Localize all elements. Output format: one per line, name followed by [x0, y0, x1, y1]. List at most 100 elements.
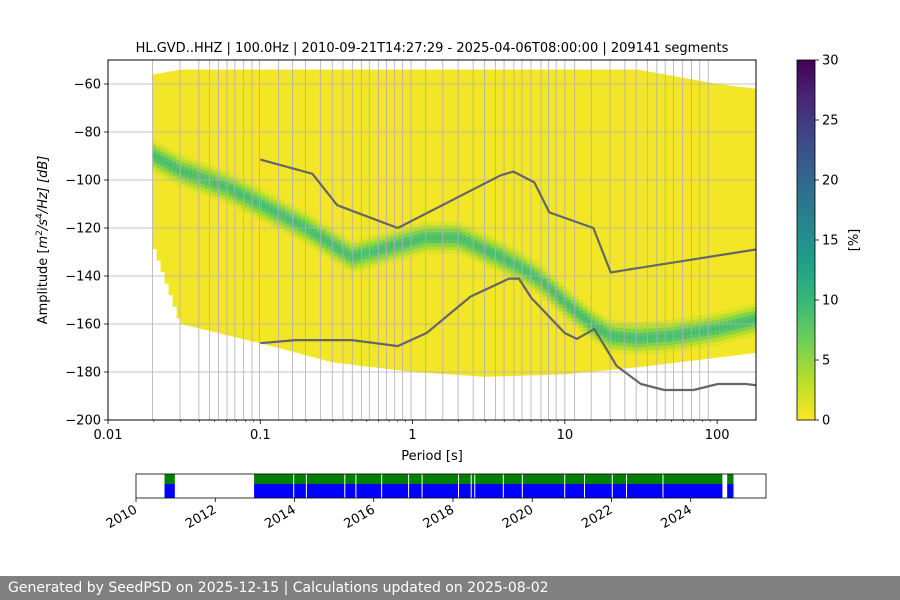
heatmap-cell [554, 282, 560, 287]
heatmap-column [582, 69, 588, 373]
heatmap-cell [438, 239, 443, 244]
heatmap-cell [273, 220, 278, 225]
heatmap-cell [321, 244, 327, 249]
heatmap-cell [228, 173, 234, 177]
heatmap-cell [615, 349, 620, 353]
heatmap-cell [168, 159, 174, 164]
heatmap-cell [683, 339, 689, 343]
heatmap-cell [261, 207, 266, 212]
heatmap-cell [401, 244, 407, 249]
heatmap-cell [446, 232, 451, 236]
heatmap-cell [611, 319, 616, 324]
heatmap-cell [599, 328, 604, 332]
heatmap-cell [265, 205, 270, 210]
heatmap-cell [426, 221, 431, 226]
heatmap-cell [522, 257, 528, 262]
heatmap-cell [683, 335, 689, 340]
heatmap-cell [430, 224, 435, 229]
heatmap-cell [619, 342, 624, 347]
heatmap-cell [570, 317, 576, 322]
heatmap-cell [655, 324, 661, 329]
heatmap-cell [723, 339, 729, 343]
heatmap-column [623, 69, 628, 369]
heatmap-cell [735, 314, 741, 319]
heatmap-column [522, 69, 528, 376]
heatmap-cell [659, 331, 665, 336]
heatmap-cell [434, 235, 439, 240]
heatmap-cell [655, 327, 661, 332]
heatmap-cell [321, 236, 327, 241]
heatmap-cell [534, 261, 540, 266]
heatmap-cell [639, 336, 644, 341]
heatmap-cell [607, 347, 612, 352]
colorbar [796, 59, 816, 421]
heatmap-cell [385, 259, 391, 264]
heatmap-cell [550, 282, 556, 287]
heatmap-cell [309, 229, 315, 234]
timeline-tick-label: 2010 [104, 502, 140, 532]
heatmap-cell [578, 299, 584, 303]
heatmap-column [309, 69, 315, 357]
heatmap-cell [550, 300, 556, 305]
heatmap-cell [570, 299, 576, 304]
colorbar-tick-label: 30 [822, 54, 839, 69]
heatmap-cell [550, 296, 556, 301]
heatmap-cell [422, 250, 427, 255]
heatmap-cell [442, 235, 447, 240]
heatmap-cell [405, 247, 411, 252]
heatmap-cell [188, 172, 194, 177]
heatmap-cell [397, 253, 403, 257]
heatmap-cell [703, 317, 709, 322]
heatmap-cell [635, 329, 640, 334]
heatmap-cell [635, 350, 640, 355]
heatmap-cell [438, 221, 443, 226]
heatmap-cell [389, 255, 395, 260]
heatmap-cell [377, 236, 383, 241]
heatmap-cell [232, 203, 238, 208]
heatmap-cell [502, 246, 508, 251]
heatmap-cell [329, 234, 335, 239]
heatmap-cell [333, 230, 339, 235]
heatmap-cell [293, 224, 298, 228]
heatmap-cell [711, 338, 717, 343]
heatmap-cell [337, 261, 343, 266]
heatmap-column [607, 69, 612, 371]
heatmap-cell [293, 220, 298, 225]
heatmap-cell [325, 250, 331, 255]
heatmap-cell [498, 244, 504, 249]
heatmap-cell [498, 255, 504, 259]
heatmap-cell [667, 323, 673, 328]
heatmap-cell [353, 268, 359, 273]
heatmap-cell [265, 216, 270, 221]
heatmap-column [727, 85, 733, 357]
heatmap-cell [631, 336, 636, 340]
heatmap-cell [663, 323, 669, 328]
heatmap-column [184, 69, 190, 326]
heatmap-cell [723, 331, 729, 336]
heatmap-cell [627, 321, 632, 326]
heatmap-cell [377, 247, 383, 252]
heatmap-cell [329, 238, 335, 243]
timeline-tick-label: 2014 [262, 502, 298, 532]
heatmap-cell [377, 258, 383, 263]
heatmap-cell [341, 242, 347, 247]
heatmap-cell [333, 255, 339, 260]
heatmap-cell [212, 184, 218, 189]
heatmap-column [317, 69, 323, 359]
heatmap-cell [160, 144, 166, 149]
heatmap-cell [232, 196, 238, 201]
heatmap-cell [490, 243, 496, 248]
heatmap-cell [329, 252, 335, 257]
heatmap-column [691, 79, 697, 361]
heatmap-cell [711, 320, 717, 325]
heatmap-cell [486, 238, 492, 243]
heatmap-cell [438, 246, 443, 251]
heatmap-column [357, 69, 363, 366]
heatmap-cell [719, 329, 725, 334]
heatmap-cell [703, 321, 709, 326]
heatmap-cell [172, 168, 178, 173]
heatmap-cell [607, 336, 612, 341]
heatmap-cell [434, 239, 439, 244]
heatmap-cell [397, 227, 403, 232]
heatmap-cell [506, 259, 512, 264]
